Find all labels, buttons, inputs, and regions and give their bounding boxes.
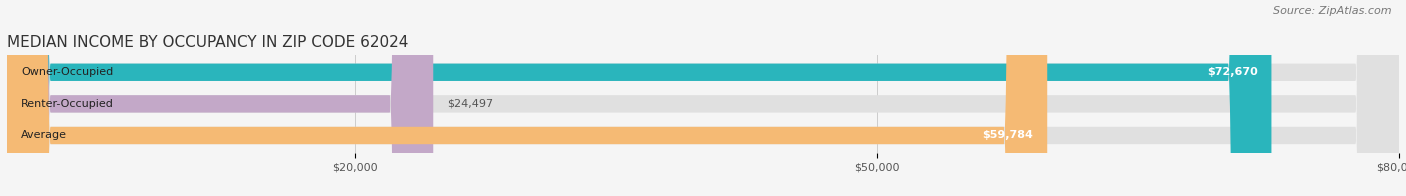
Text: Owner-Occupied: Owner-Occupied (21, 67, 114, 77)
Text: Average: Average (21, 131, 67, 141)
FancyBboxPatch shape (7, 0, 1399, 196)
Text: $72,670: $72,670 (1206, 67, 1257, 77)
Text: Source: ZipAtlas.com: Source: ZipAtlas.com (1274, 6, 1392, 16)
FancyBboxPatch shape (7, 0, 1399, 196)
Text: $59,784: $59,784 (983, 131, 1033, 141)
FancyBboxPatch shape (7, 0, 1271, 196)
Text: MEDIAN INCOME BY OCCUPANCY IN ZIP CODE 62024: MEDIAN INCOME BY OCCUPANCY IN ZIP CODE 6… (7, 34, 408, 50)
Text: Renter-Occupied: Renter-Occupied (21, 99, 114, 109)
FancyBboxPatch shape (7, 0, 1047, 196)
FancyBboxPatch shape (7, 0, 1399, 196)
Text: $24,497: $24,497 (447, 99, 494, 109)
FancyBboxPatch shape (7, 0, 433, 196)
